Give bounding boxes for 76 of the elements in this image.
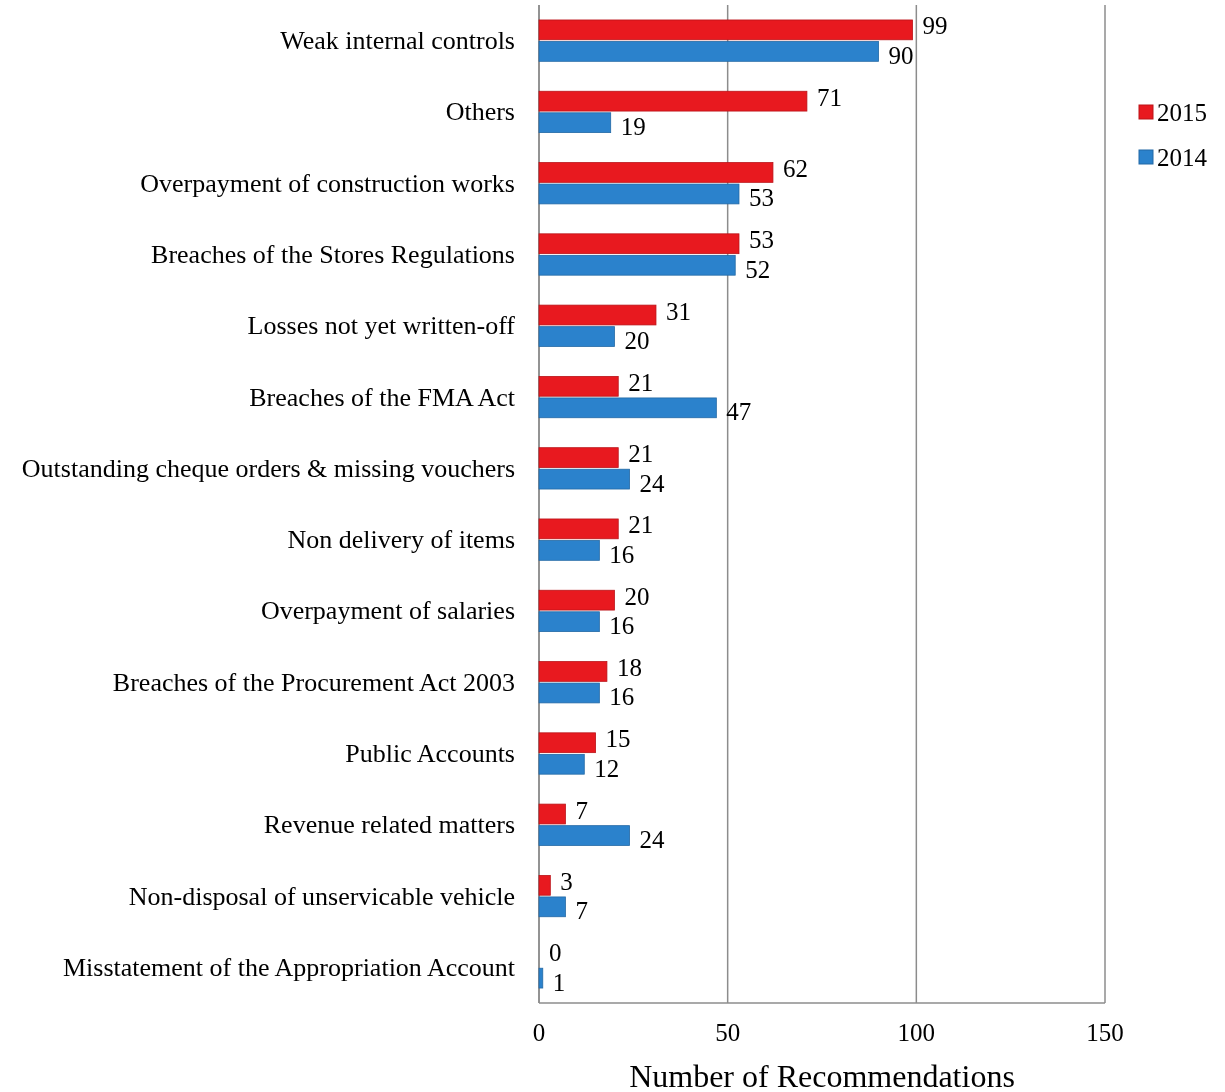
data-label: 3	[560, 867, 573, 895]
data-label: 99	[922, 12, 948, 40]
y-tick-label: Public Accounts	[345, 739, 515, 768]
data-label: 20	[624, 582, 650, 610]
data-label: 53	[748, 226, 774, 254]
bar	[538, 397, 717, 419]
bar	[538, 447, 619, 468]
y-tick-label: Weak internal controls	[280, 26, 515, 56]
data-label: 12	[594, 754, 620, 782]
bar	[538, 90, 808, 112]
bar	[538, 19, 913, 41]
data-label: 20	[624, 327, 650, 355]
data-label: 16	[609, 683, 635, 711]
bar	[538, 468, 630, 490]
y-tick-label: Breaches of the Stores Regulations	[151, 240, 515, 269]
data-label: 24	[639, 826, 666, 854]
data-label: 7	[575, 897, 588, 925]
y-tick-label: Revenue related matters	[263, 810, 515, 840]
data-label: 18	[616, 653, 642, 681]
bar	[538, 896, 566, 918]
bar	[538, 732, 596, 754]
bar	[538, 376, 619, 397]
y-tick-label: Overpayment of salaries	[260, 596, 515, 626]
y-tick-label: Non-disposal of unservicable vehicle	[128, 881, 515, 911]
bar	[538, 967, 544, 989]
data-label: 90	[888, 41, 914, 69]
bar	[538, 589, 615, 611]
bar	[538, 518, 619, 540]
bar	[538, 304, 657, 326]
data-label: 53	[748, 184, 774, 212]
bar	[538, 682, 600, 704]
y-tick-label: Outstanding cheque orders & missing vouchers	[21, 453, 515, 483]
legend-label: 2015	[1157, 98, 1207, 126]
bar	[538, 825, 630, 846]
x-tick-label: 50	[715, 1019, 741, 1046]
x-tick-label: 100	[897, 1019, 936, 1046]
y-tick-label: Non delivery of items	[287, 525, 515, 555]
data-label: 21	[628, 511, 654, 539]
data-label: 71	[816, 83, 842, 111]
bar	[538, 661, 608, 682]
x-tick-label: 150	[1086, 1019, 1124, 1046]
data-label: 47	[726, 398, 752, 426]
data-label: 31	[665, 297, 691, 325]
y-tick-label: Misstatement of the Appropriation Account	[62, 952, 516, 982]
data-label: 15	[605, 725, 631, 753]
legend-label: 2014	[1157, 143, 1208, 171]
data-label: 1	[552, 968, 566, 996]
x-tick-label: 0	[532, 1019, 546, 1046]
data-label: 21	[628, 368, 654, 396]
bar	[538, 162, 774, 183]
data-label: 21	[628, 440, 654, 468]
y-tick-label: Overpayment of construction works	[140, 168, 515, 198]
bar	[538, 803, 566, 825]
y-tick-label: Losses not yet written-off	[247, 311, 516, 341]
data-label: 24	[639, 469, 666, 497]
bar	[538, 611, 600, 632]
data-label: 16	[609, 612, 635, 640]
bar	[538, 753, 585, 775]
bar	[538, 41, 879, 62]
x-axis-title: Number of Recommendations	[629, 1058, 1015, 1092]
y-tick-label: Breaches of the Procurement Act 2003	[112, 667, 515, 697]
bar	[538, 326, 615, 347]
bar	[538, 183, 740, 205]
bar	[538, 540, 600, 561]
bar	[538, 233, 740, 255]
data-label: 0	[549, 939, 562, 967]
y-tick-label: Breaches of the FMA Act	[249, 382, 516, 412]
bar	[538, 112, 612, 133]
y-tick-label: Others	[445, 97, 515, 127]
bar	[538, 875, 551, 896]
data-label: 7	[575, 796, 588, 824]
data-label: 16	[609, 540, 635, 568]
bar	[538, 254, 736, 276]
data-label: 52	[745, 255, 771, 283]
data-label: 19	[620, 113, 646, 141]
data-label: 62	[782, 154, 808, 182]
